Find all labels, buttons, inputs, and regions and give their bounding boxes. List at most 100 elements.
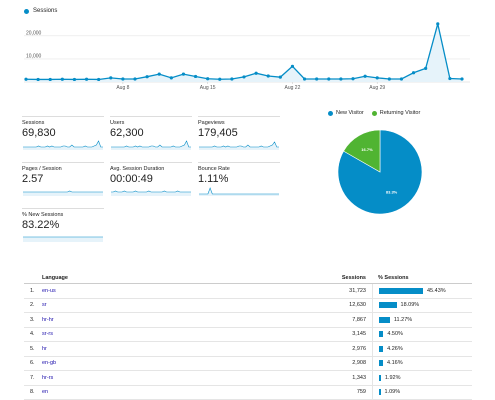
x-tick-label: Aug 8: [116, 85, 129, 91]
row-index: 3.: [30, 316, 35, 323]
data-point[interactable]: [121, 77, 125, 81]
data-point[interactable]: [230, 77, 234, 81]
metric-avg-session-duration[interactable]: Avg. Session Duration 00:00:49: [110, 162, 192, 198]
pct-text: 45.43%: [427, 287, 446, 294]
visitor-pie-chart[interactable]: 83.3% 16.7%: [336, 128, 424, 216]
metric-sparkline: [23, 140, 103, 150]
table-header: Language Sessions % Sessions: [24, 272, 472, 284]
language-link[interactable]: sr: [42, 302, 47, 309]
data-point[interactable]: [290, 64, 295, 68]
data-point[interactable]: [181, 72, 186, 76]
sparkline-line: [199, 187, 279, 195]
data-point[interactable]: [424, 66, 428, 70]
data-point[interactable]: [363, 74, 367, 78]
pie-slice-0[interactable]: [337, 129, 423, 215]
row-index: 7.: [30, 374, 35, 381]
pct-bar: [379, 374, 381, 381]
data-point[interactable]: [436, 22, 440, 26]
data-point[interactable]: [351, 77, 355, 81]
language-link[interactable]: en-us: [42, 287, 56, 294]
data-point[interactable]: [387, 77, 391, 81]
metric-sparkline: [199, 141, 279, 150]
metric-users[interactable]: Users 62,300: [110, 116, 192, 152]
table-row: 8. en 759 1.09%: [24, 385, 472, 400]
language-link[interactable]: hr: [42, 345, 47, 352]
data-point[interactable]: [36, 77, 40, 82]
sessions-line-chart[interactable]: 20,000 10,000 Aug 8 Aug 15 Aug 22 Aug 29: [0, 14, 495, 98]
data-point[interactable]: [375, 76, 379, 80]
data-point[interactable]: [266, 74, 270, 78]
cell-sessions: 31,723: [349, 287, 366, 294]
data-point[interactable]: [254, 71, 258, 75]
data-point[interactable]: [84, 77, 89, 81]
language-link[interactable]: hr-rs: [42, 374, 54, 381]
metric-sparkline: [199, 187, 279, 196]
sparkline-line: [23, 140, 103, 148]
data-point[interactable]: [315, 77, 319, 81]
cell-pct-sessions: 1.92%: [372, 371, 472, 385]
data-point[interactable]: [327, 77, 331, 81]
table-row: 6. en-gb 2,908 4.16%: [24, 356, 472, 371]
header-sessions[interactable]: Sessions: [341, 274, 366, 281]
cell-language: 1. en-us: [24, 288, 320, 294]
metric-label: Avg. Session Duration: [110, 166, 165, 172]
row-index: 1.: [30, 287, 35, 294]
data-point[interactable]: [339, 77, 343, 81]
data-point[interactable]: [157, 72, 161, 76]
data-point[interactable]: [206, 77, 210, 81]
sessions-legend-dot: [24, 8, 29, 14]
table-row: 1. en-us 31,723 45.43%: [24, 284, 472, 299]
data-point[interactable]: [399, 77, 404, 81]
pie-slice-label: 83.3%: [386, 189, 398, 194]
data-point[interactable]: [448, 76, 452, 81]
x-tick-label: Aug 22: [285, 85, 301, 91]
table-row: 2. sr 12,630 18.09%: [24, 298, 472, 313]
data-point[interactable]: [193, 74, 198, 79]
data-point[interactable]: [242, 75, 246, 79]
x-tick-label: Aug 29: [369, 85, 385, 91]
data-point[interactable]: [218, 77, 222, 81]
data-point[interactable]: [302, 77, 307, 81]
row-index: 8.: [30, 389, 35, 396]
pie-legend: New Visitor Returning Visitor: [328, 110, 428, 116]
metric-pageviews[interactable]: Pageviews 179,405: [198, 116, 280, 152]
metric-sessions[interactable]: Sessions 69,830: [22, 116, 104, 152]
metric-new-sessions[interactable]: % New Sessions 83.22%: [22, 208, 104, 244]
data-point[interactable]: [24, 77, 28, 81]
data-point[interactable]: [145, 75, 149, 79]
data-point[interactable]: [411, 71, 416, 75]
y-tick-label: 20,000: [26, 30, 42, 36]
cell-language: 5. hr: [24, 346, 320, 352]
pie-slice-1[interactable]: [343, 129, 381, 173]
cell-language: 8. en: [24, 389, 320, 395]
data-point[interactable]: [60, 77, 64, 81]
data-point[interactable]: [109, 76, 113, 80]
data-point[interactable]: [133, 77, 137, 81]
pct-text: 18.09%: [400, 302, 420, 309]
language-link[interactable]: en-gb: [42, 360, 57, 367]
cell-sessions: 2,976: [352, 345, 366, 352]
language-link[interactable]: en: [42, 389, 49, 396]
data-point[interactable]: [97, 77, 101, 82]
row-index: 4.: [30, 331, 35, 338]
data-point[interactable]: [48, 77, 52, 82]
metric-label: Sessions: [22, 120, 45, 126]
metric-label: Pages / Session: [22, 166, 62, 172]
cell-pct-sessions: 18.09%: [372, 298, 472, 312]
pie-legend-returning-visitor: Returning Visitor: [371, 110, 420, 116]
language-link[interactable]: hr-hr: [42, 316, 54, 323]
header-pct-sessions[interactable]: % Sessions: [378, 274, 409, 281]
metric-value: 69,830: [22, 127, 56, 139]
cell-pct-sessions: 11.27%: [372, 313, 472, 327]
pct-bar: [379, 360, 384, 367]
metric-pages-session[interactable]: Pages / Session 2.57: [22, 162, 104, 198]
language-link[interactable]: sr-rs: [42, 331, 53, 338]
header-language[interactable]: Language: [42, 274, 68, 281]
data-point[interactable]: [169, 76, 173, 80]
data-point[interactable]: [278, 75, 282, 79]
metric-bounce-rate[interactable]: Bounce Rate 1.11%: [198, 162, 280, 198]
data-point[interactable]: [72, 77, 77, 82]
cell-sessions: 759: [356, 389, 366, 396]
sparkline-area: [23, 237, 103, 242]
data-point[interactable]: [460, 77, 464, 81]
